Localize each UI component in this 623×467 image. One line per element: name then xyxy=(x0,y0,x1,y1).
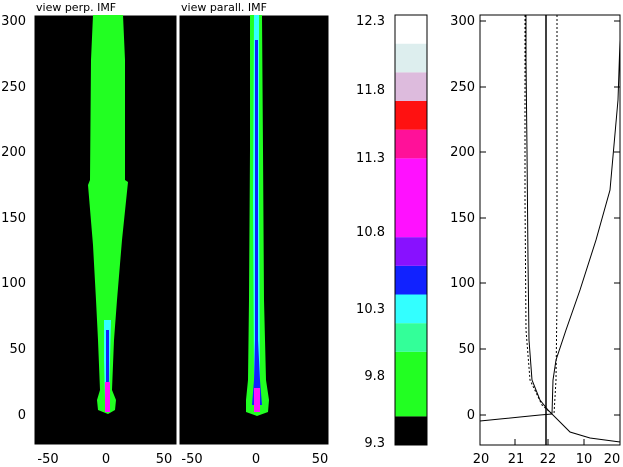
y-tick-label: 250 xyxy=(450,80,475,95)
panel-perp-y-axis: 0 50 100 150 200 250 300 xyxy=(1,14,26,423)
panel-parallel: view parall. IMF -50 0 50 xyxy=(178,1,330,467)
x-tick-label: 20 xyxy=(604,452,621,467)
colorbar-frame xyxy=(394,14,428,446)
colorbar-bands xyxy=(395,15,427,445)
colorbar-tick-label: 10.8 xyxy=(356,225,385,240)
panel-perp-x-axis: -50 0 50 xyxy=(37,452,172,467)
colorbar-labels: 9.3 9.8 10.3 10.8 11.3 11.8 12.3 xyxy=(356,14,385,451)
panel-parallel-title: view parall. IMF xyxy=(181,1,267,14)
perp-plume-green xyxy=(88,15,128,414)
y-tick-label: 200 xyxy=(450,145,475,160)
panel-profiles-x-axis: 20 21 22 10 20 xyxy=(473,452,621,467)
colorbar-band xyxy=(395,101,427,130)
colorbar-band xyxy=(395,158,427,238)
colorbar-band xyxy=(395,43,427,73)
x-tick-label: 20 xyxy=(473,452,490,467)
colorbar-band xyxy=(395,237,427,266)
x-tick-label: -50 xyxy=(181,452,202,467)
y-tick-label: 50 xyxy=(9,342,26,357)
y-tick-label: 150 xyxy=(1,211,26,226)
perp-plume-magenta xyxy=(105,382,110,412)
colorbar-band xyxy=(395,351,427,417)
panel-perp: view perp. IMF 0 50 100 150 200 250 300 … xyxy=(1,1,178,467)
panel-profiles: 0 50 100 150 200 250 300 20 21 22 10 20 xyxy=(450,14,621,467)
x-tick-label: 22 xyxy=(540,452,557,467)
colorbar-tick-label: 11.3 xyxy=(356,151,385,166)
x-tick-label: 21 xyxy=(508,452,525,467)
colorbar-tick-label: 9.3 xyxy=(364,436,385,451)
x-tick-label: 0 xyxy=(252,452,260,467)
panel-profiles-plot-area xyxy=(479,14,621,446)
colorbar-band xyxy=(395,72,427,101)
colorbar-tick-label: 10.3 xyxy=(356,302,385,317)
colorbar-band xyxy=(395,416,427,445)
profile-curve-dashed xyxy=(524,15,558,415)
y-tick-label: 0 xyxy=(467,408,475,423)
colorbar-band xyxy=(395,265,427,295)
parallel-plume-magenta xyxy=(254,388,260,412)
x-tick-label: 50 xyxy=(312,452,329,467)
y-tick-label: 100 xyxy=(1,276,26,291)
y-tick-label: 250 xyxy=(1,80,26,95)
y-tick-label: 100 xyxy=(450,276,475,291)
colorbar-band xyxy=(395,294,427,324)
y-tick-label: 200 xyxy=(1,145,26,160)
colorbar-tick-label: 9.8 xyxy=(364,369,385,384)
colorbar-tick-label: 11.8 xyxy=(356,83,385,98)
y-tick-label: 300 xyxy=(1,14,26,29)
x-tick-label: 10 xyxy=(576,452,593,467)
x-tick-label: 0 xyxy=(102,452,110,467)
profile-curve-lower xyxy=(479,413,621,443)
colorbar-band xyxy=(395,129,427,159)
panel-perp-title: view perp. IMF xyxy=(36,1,116,14)
colorbar-tick-label: 12.3 xyxy=(356,14,385,29)
panel-profiles-y-axis: 0 50 100 150 200 250 300 xyxy=(450,14,475,423)
panel-parallel-x-axis: -50 0 50 xyxy=(181,452,328,467)
x-tick-label: 50 xyxy=(156,452,173,467)
colorbar-band xyxy=(395,323,427,352)
panel-profiles-ticks xyxy=(479,20,621,445)
parallel-plume-blue xyxy=(252,40,262,405)
y-tick-label: 50 xyxy=(458,342,475,357)
colorbar-band xyxy=(395,15,427,44)
y-tick-label: 150 xyxy=(450,211,475,226)
profile-curve-rising xyxy=(551,39,621,415)
colorbar: 9.3 9.8 10.3 10.8 11.3 11.8 12.3 xyxy=(356,14,428,451)
y-tick-label: 0 xyxy=(18,408,26,423)
y-tick-label: 300 xyxy=(450,14,475,29)
x-tick-label: -50 xyxy=(37,452,58,467)
